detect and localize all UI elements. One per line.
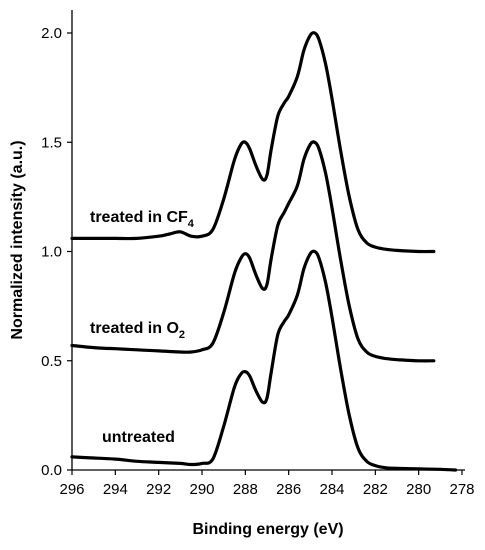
x-tick-label: 278 bbox=[449, 481, 474, 498]
x-tick-label: 294 bbox=[103, 481, 128, 498]
y-ticks: 0.0 0.5 1.0 1.5 2.0 bbox=[41, 25, 72, 479]
y-tick-label: 0.0 bbox=[41, 462, 62, 479]
y-axis-title: Normalized intensity (a.u.) bbox=[9, 140, 26, 339]
series-line-2 bbox=[70, 31, 436, 254]
x-tick-label: 290 bbox=[189, 481, 214, 498]
series-lines bbox=[70, 31, 458, 472]
x-tick-label: 280 bbox=[406, 481, 431, 498]
x-tick-label: 286 bbox=[276, 481, 301, 498]
x-ticks: 296 294 292 290 288 286 284 282 280 278 bbox=[59, 470, 475, 498]
y-tick-label: 2.0 bbox=[41, 25, 62, 42]
y-tick-label: 1.5 bbox=[41, 134, 62, 151]
label-o2-main: treated in O bbox=[90, 320, 179, 337]
y-tick-label: 1.0 bbox=[41, 244, 62, 261]
x-tick-label: 284 bbox=[319, 481, 344, 498]
x-tick-label: 292 bbox=[146, 481, 171, 498]
series-line-1 bbox=[70, 140, 436, 363]
x-axis-title: Binding energy (eV) bbox=[192, 521, 343, 538]
series-line-0 bbox=[70, 249, 458, 472]
label-untreated: untreated bbox=[102, 429, 175, 446]
x-tick-label: 288 bbox=[233, 481, 258, 498]
label-cf4-main: treated in CF bbox=[90, 209, 188, 226]
y-tick-label: 0.5 bbox=[41, 353, 62, 370]
x-tick-label: 296 bbox=[59, 481, 84, 498]
x-tick-label: 282 bbox=[363, 481, 388, 498]
label-o2: treated in O2 bbox=[90, 320, 185, 341]
label-o2-sub: 2 bbox=[179, 329, 185, 341]
label-cf4-sub: 4 bbox=[188, 218, 195, 230]
label-cf4: treated in CF4 bbox=[90, 209, 195, 230]
